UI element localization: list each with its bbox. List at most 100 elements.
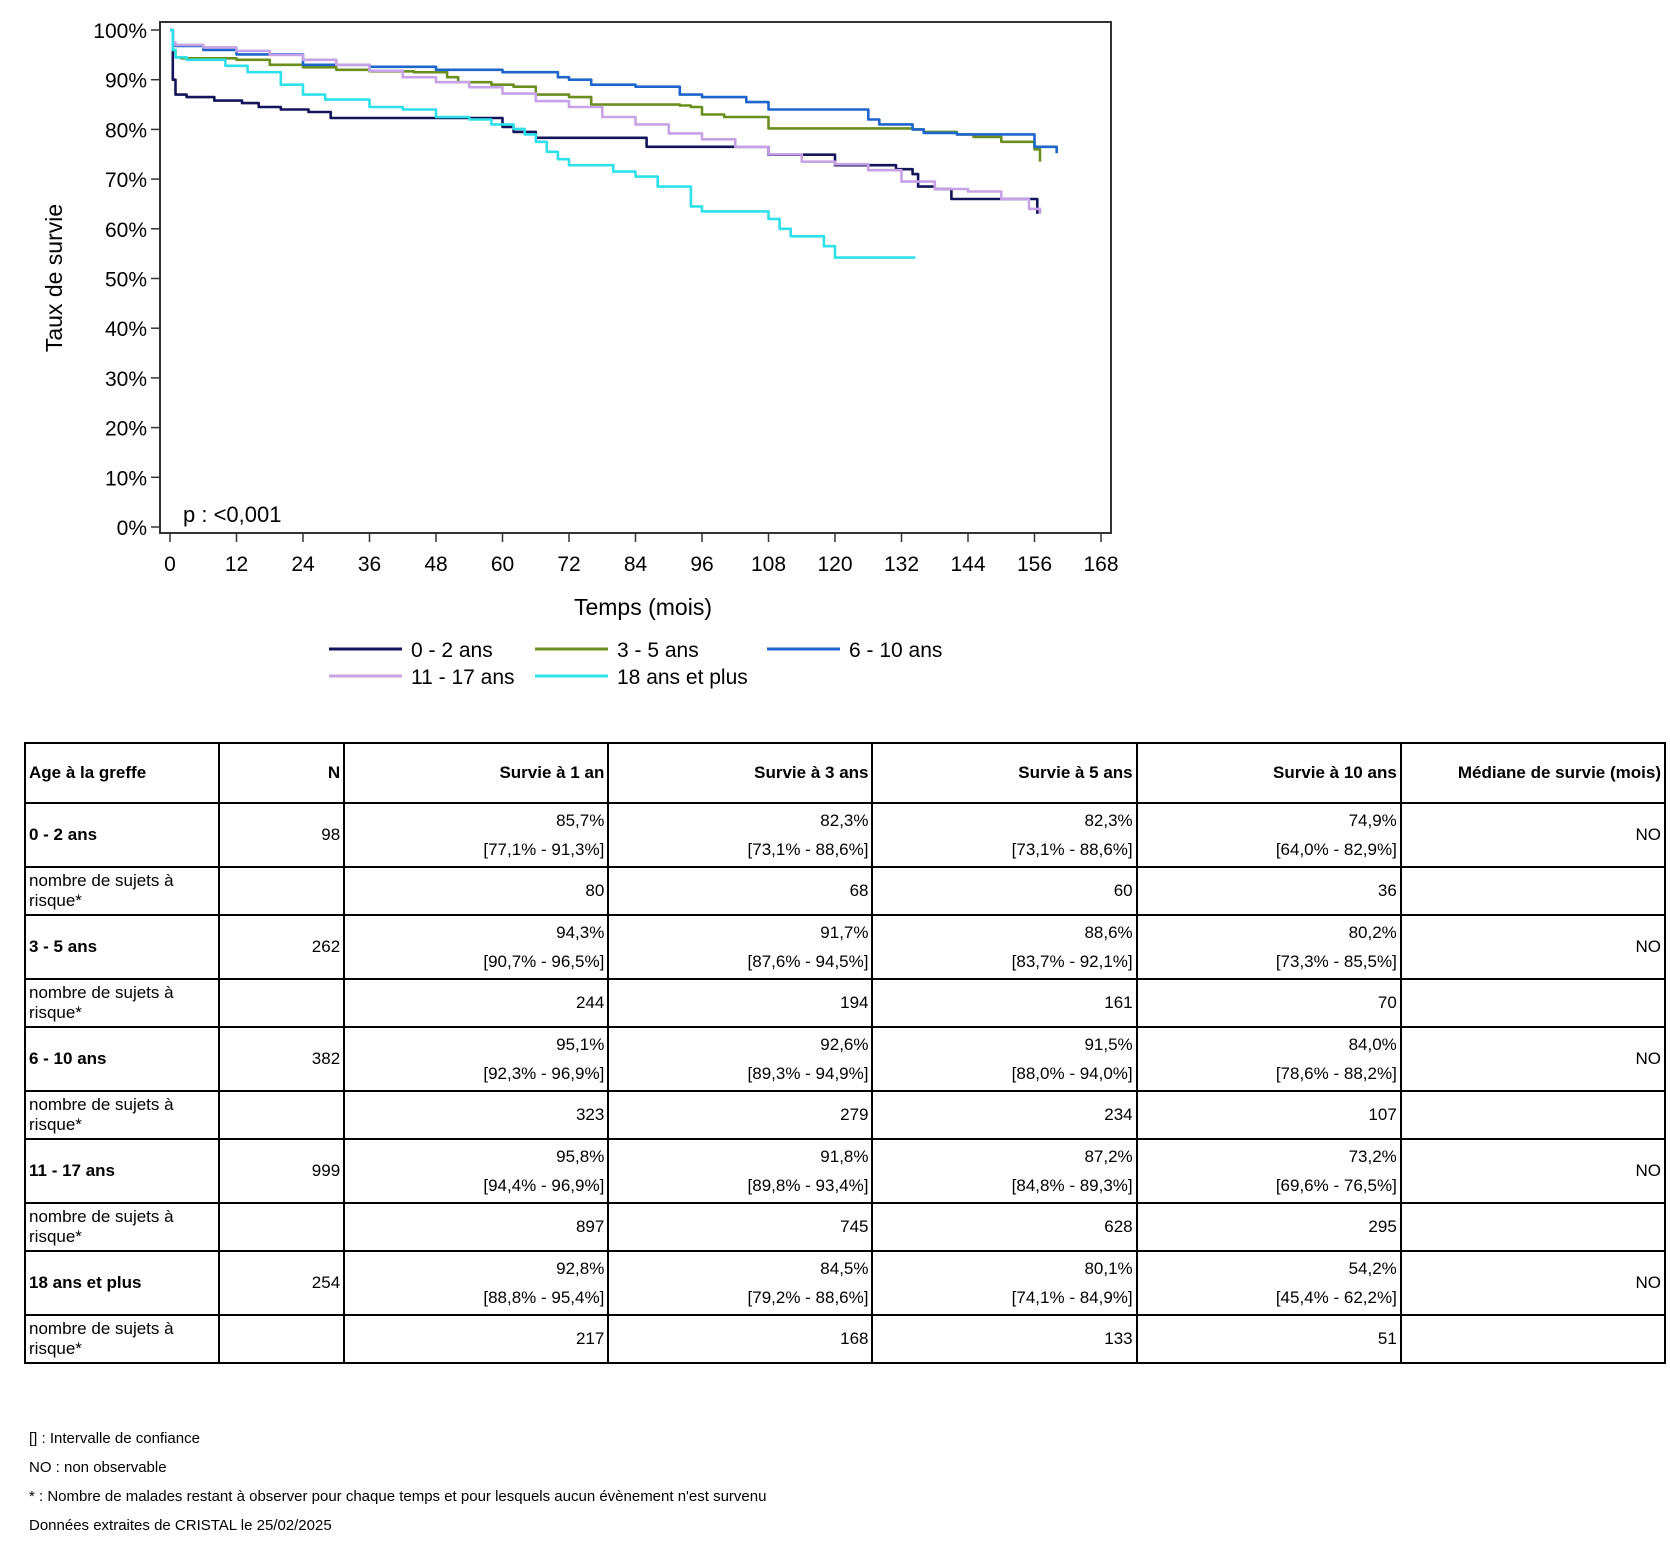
cell-empty (1399, 1090, 1667, 1140)
y-tick-label: 10% (105, 467, 147, 490)
series-layer (170, 28, 1058, 259)
legend-label: 3 - 5 ans (617, 639, 699, 662)
confidence-interval: [92,3% - 96,9%] (483, 1064, 605, 1083)
cell-survival: 74,9% [64,0% - 82,9%] (1135, 802, 1402, 868)
confidence-interval: [84,8% - 89,3%] (1011, 1176, 1133, 1195)
x-tick-label: 168 (1083, 553, 1118, 576)
y-axis-label: Taux de survie (41, 204, 67, 352)
cell-median: NO (1399, 1026, 1667, 1092)
survival-chart: 0 12 24 36 48 60 72 84 96 108 120 132 144 156 168 0% 10%… (41, 20, 1119, 689)
confidence-interval: [77,1% - 91,3%] (483, 840, 605, 859)
survival-value: 91,7% (820, 923, 869, 942)
cell-survival: 85,7% [77,1% - 91,3%] (343, 802, 610, 868)
header-survie-5ans: Survie à 5 ans (871, 742, 1138, 804)
confidence-interval: [87,6% - 94,5%] (747, 952, 869, 971)
confidence-interval: [74,1% - 84,9%] (1011, 1288, 1133, 1307)
footnote-ci: [] : Intervalle de confiance (29, 1430, 200, 1447)
cell-median: NO (1399, 1250, 1667, 1316)
table-row-at-risk: nombre de sujets à risque* 80 68 60 36 (23, 866, 1667, 916)
cell-empty (1399, 866, 1667, 916)
x-tick-label: 72 (557, 553, 580, 576)
x-tick-label: 96 (690, 553, 713, 576)
y-tick-label: 70% (105, 169, 147, 192)
cell-survival: 87,2% [84,8% - 89,3%] (871, 1138, 1138, 1204)
survival-value: 95,1% (556, 1035, 605, 1054)
y-tick-label: 30% (105, 368, 147, 391)
cell-survival: 80,2% [73,3% - 85,5%] (1135, 914, 1402, 980)
x-tick-label: 12 (225, 553, 248, 576)
legend-label: 6 - 10 ans (849, 639, 942, 662)
confidence-interval: [78,6% - 88,2%] (1275, 1064, 1397, 1083)
confidence-interval: [83,7% - 92,1%] (1011, 952, 1133, 971)
cell-risk-label: nombre de sujets à risque* (23, 1090, 221, 1140)
cell-at-risk: 745 (607, 1202, 874, 1252)
x-axis-label: Temps (mois) (574, 594, 712, 620)
survival-value: 87,2% (1084, 1147, 1133, 1166)
confidence-interval: [45,4% - 62,2%] (1275, 1288, 1397, 1307)
survival-value: 82,3% (820, 811, 869, 830)
confidence-interval: [89,8% - 93,4%] (747, 1176, 869, 1195)
table-row-group: 18 ans et plus 254 92,8% [88,8% - 95,4%] 84,… (23, 1250, 1667, 1316)
x-tick-label: 84 (624, 553, 648, 576)
cell-at-risk: 628 (871, 1202, 1138, 1252)
header-n: N (218, 742, 346, 804)
confidence-interval: [88,8% - 95,4%] (483, 1288, 605, 1307)
cell-n: 999 (218, 1138, 346, 1204)
cell-n: 98 (218, 802, 346, 868)
header-survie-10ans: Survie à 10 ans (1135, 742, 1402, 804)
footnotes: [] : Intervalle de confiance NO : non ob… (29, 1424, 766, 1540)
series-line-0 (170, 28, 1039, 214)
cell-median: NO (1399, 802, 1667, 868)
survival-value: 94,3% (556, 923, 605, 942)
cell-survival: 82,3% [73,1% - 88,6%] (607, 802, 874, 868)
cell-survival: 92,8% [88,8% - 95,4%] (343, 1250, 610, 1316)
cell-empty (1399, 978, 1667, 1028)
cell-at-risk: 194 (607, 978, 874, 1028)
cell-survival: 84,5% [79,2% - 88,6%] (607, 1250, 874, 1316)
survival-value: 80,2% (1348, 923, 1397, 942)
legend-label: 0 - 2 ans (411, 639, 493, 662)
survival-value: 84,5% (820, 1259, 869, 1278)
cell-survival: 73,2% [69,6% - 76,5%] (1135, 1138, 1402, 1204)
cell-age-group: 18 ans et plus (23, 1250, 221, 1316)
table-row-at-risk: nombre de sujets à risque* 217 168 133 51 (23, 1314, 1667, 1364)
confidence-interval: [79,2% - 88,6%] (747, 1288, 869, 1307)
cell-at-risk: 161 (871, 978, 1138, 1028)
table-row-group: 0 - 2 ans 98 85,7% [77,1% - 91,3%] 82,3% [73,… (23, 802, 1667, 868)
cell-survival: 91,8% [89,8% - 93,4%] (607, 1138, 874, 1204)
confidence-interval: [94,4% - 96,9%] (483, 1176, 605, 1195)
header-survie-1an: Survie à 1 an (343, 742, 610, 804)
cell-empty (1399, 1202, 1667, 1252)
cell-at-risk: 279 (607, 1090, 874, 1140)
cell-at-risk: 36 (1135, 866, 1402, 916)
cell-empty (218, 1202, 346, 1252)
cell-n: 262 (218, 914, 346, 980)
cell-empty (218, 1090, 346, 1140)
cell-survival: 92,6% [89,3% - 94,9%] (607, 1026, 874, 1092)
confidence-interval: [73,3% - 85,5%] (1275, 952, 1397, 971)
cell-median: NO (1399, 1138, 1667, 1204)
cell-survival: 95,1% [92,3% - 96,9%] (343, 1026, 610, 1092)
y-tick-label: 0% (117, 517, 147, 540)
cell-survival: 80,1% [74,1% - 84,9%] (871, 1250, 1138, 1316)
cell-survival: 54,2% [45,4% - 62,2%] (1135, 1250, 1402, 1316)
y-tick-label: 60% (105, 219, 147, 242)
survival-value: 92,6% (820, 1035, 869, 1054)
table-body: 0 - 2 ans 98 85,7% [77,1% - 91,3%] 82,3% [73,… (23, 802, 1667, 1364)
table-row-at-risk: nombre de sujets à risque* 244 194 161 70 (23, 978, 1667, 1028)
p-value-annotation: p : <0,001 (183, 502, 281, 527)
cell-risk-label: nombre de sujets à risque* (23, 866, 221, 916)
cell-survival: 95,8% [94,4% - 96,9%] (343, 1138, 610, 1204)
x-tick-label: 0 (164, 553, 176, 576)
cell-at-risk: 68 (607, 866, 874, 916)
table-row-group: 3 - 5 ans 262 94,3% [90,7% - 96,5%] 91,7% [87… (23, 914, 1667, 980)
cell-at-risk: 133 (871, 1314, 1138, 1364)
table-header-row: Age à la greffe N Survie à 1 an Survie à… (23, 742, 1667, 804)
cell-survival: 91,5% [88,0% - 94,0%] (871, 1026, 1138, 1092)
cell-at-risk: 234 (871, 1090, 1138, 1140)
series-line-3 (170, 28, 1042, 214)
cell-at-risk: 107 (1135, 1090, 1402, 1140)
survival-value: 95,8% (556, 1147, 605, 1166)
cell-age-group: 6 - 10 ans (23, 1026, 221, 1092)
confidence-interval: [90,7% - 96,5%] (483, 952, 605, 971)
